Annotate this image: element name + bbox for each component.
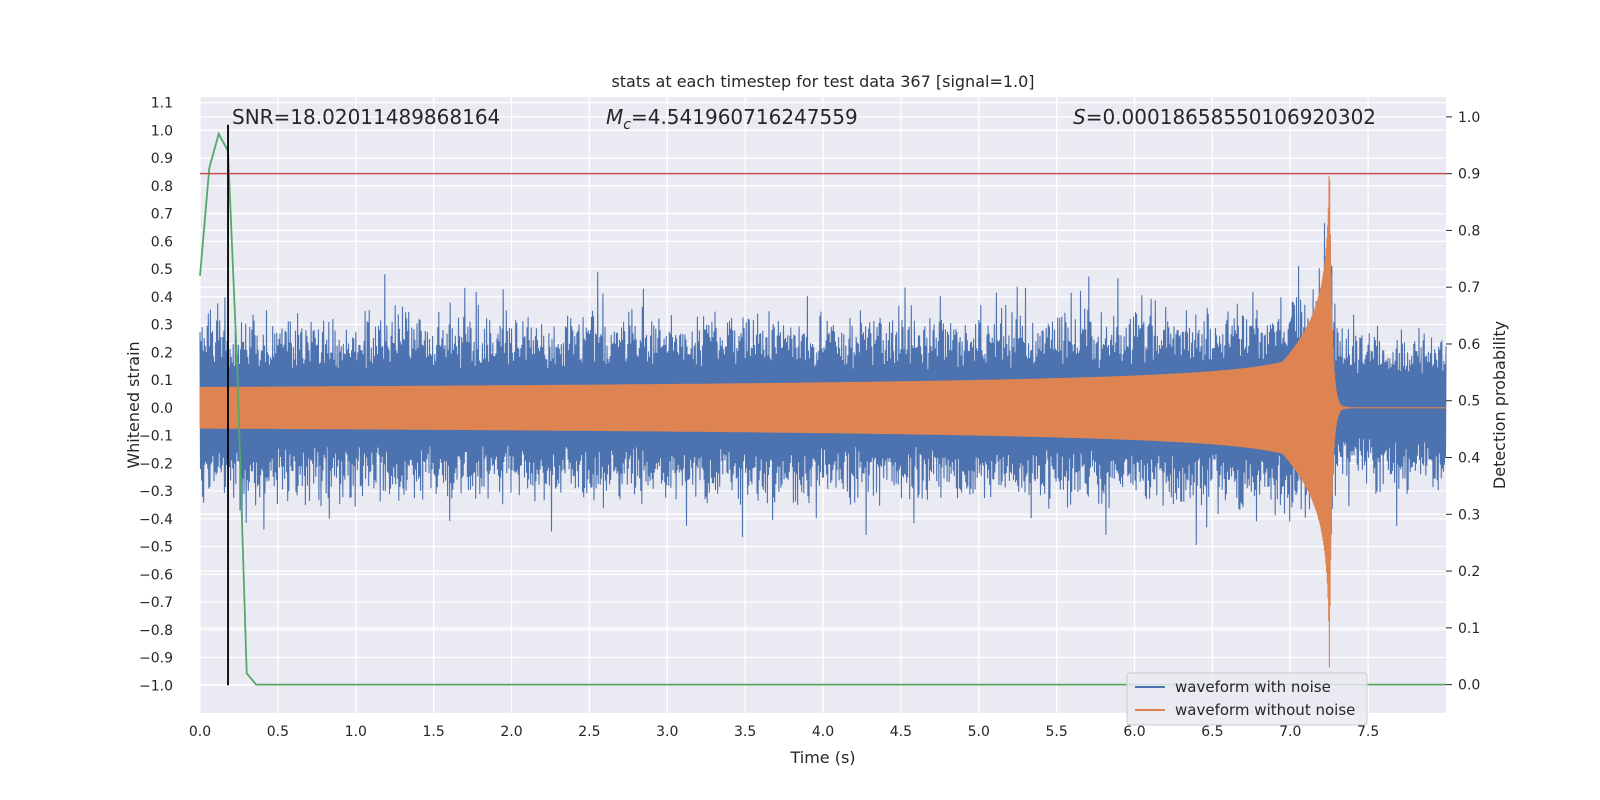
x-tick-label: 5.5 — [1045, 724, 1067, 740]
x-tick-label: 4.0 — [812, 724, 834, 740]
series-waveform-with-noise — [199, 223, 1447, 585]
y-tick-label-left: −0.4 — [139, 512, 173, 528]
y-tick-label-right: 0.5 — [1458, 394, 1480, 410]
x-axis-label: Time (s) — [789, 748, 855, 767]
x-tick-label: 4.5 — [890, 724, 912, 740]
x-tick-label: 5.0 — [968, 724, 990, 740]
y-tick-label-left: 0.4 — [151, 290, 173, 306]
y-tick-label-left: −0.6 — [139, 567, 173, 583]
x-tick-label: 3.5 — [734, 724, 756, 740]
x-tick-label: 3.0 — [656, 724, 678, 740]
y-tick-label-right: 0.2 — [1458, 564, 1480, 580]
y-tick-label-right: 0.0 — [1458, 678, 1480, 694]
detection-probability-line — [199, 131, 1446, 686]
x-tick-label: 1.5 — [422, 724, 444, 740]
y-tick-label-left: 0.8 — [151, 179, 173, 195]
y-tick-label-left: −0.5 — [139, 540, 173, 556]
s-symbol: S — [1073, 105, 1086, 129]
waveform-with-noise-line — [199, 223, 1447, 585]
waveform-without-noise-line — [199, 176, 1446, 668]
annotation-snr: SNR=18.02011489868164 — [232, 105, 500, 129]
y-tick-label-right: 0.1 — [1458, 621, 1480, 637]
y-tick-label-right: 0.8 — [1458, 223, 1480, 239]
x-tick-label: 1.0 — [345, 724, 367, 740]
x-tick-label: 7.5 — [1357, 724, 1379, 740]
chart-title: stats at each timestep for test data 367… — [611, 72, 1034, 91]
y-tick-label-left: 0.1 — [151, 373, 173, 389]
y-tick-label-right: 0.7 — [1458, 280, 1480, 296]
x-tick-label: 0.5 — [267, 724, 289, 740]
annotation-chirp-mass: Mc=4.541960716247559 — [606, 105, 858, 133]
mc-symbol: M — [606, 105, 623, 129]
x-tick-label: 7.0 — [1279, 724, 1301, 740]
x-tick-label: 0.0 — [189, 724, 211, 740]
x-tick-label: 2.0 — [500, 724, 522, 740]
x-tick-label: 2.5 — [578, 724, 600, 740]
y-tick-label-left: −0.1 — [139, 429, 173, 445]
y-tick-label-left: −1.0 — [139, 678, 173, 694]
y-tick-label-right: 0.9 — [1458, 167, 1480, 183]
x-tick-label: 6.0 — [1123, 724, 1145, 740]
mc-value: =4.541960716247559 — [631, 105, 858, 129]
y-axis-label-left: Whitened strain — [124, 341, 143, 468]
y-tick-label-left: 0.9 — [151, 151, 173, 167]
annotation-s: S=0.00018658550106920302 — [1073, 105, 1376, 129]
y-tick-label-left: 0.7 — [151, 207, 173, 223]
y-tick-label-left: 0.5 — [151, 262, 173, 278]
y-tick-label-left: 0.3 — [151, 318, 173, 334]
y-tick-label-left: −0.9 — [139, 651, 173, 667]
y-tick-label-right: 1.0 — [1458, 110, 1480, 126]
legend: waveform with noise waveform without noi… — [1126, 672, 1368, 726]
s-value: =0.00018658550106920302 — [1086, 105, 1376, 129]
y-tick-label-right: 0.4 — [1458, 451, 1480, 467]
x-tick-label: 6.5 — [1201, 724, 1223, 740]
y-tick-label-left: −0.3 — [139, 484, 173, 500]
axis-ticks: 0.0 0.5 1.0 1.5 2.0 2.5 3.0 3.5 4.0 4.5 5.0 5.5 6.0 6… — [139, 96, 1480, 740]
y-tick-label-left: −0.2 — [139, 456, 173, 472]
y-tick-label-left: 0.2 — [151, 345, 173, 361]
y-tick-label-left: 0.6 — [151, 234, 173, 250]
y-axis-label-right: Detection probability — [1490, 321, 1509, 489]
series-detection-probability — [199, 124, 1446, 686]
legend-entry-noise: waveform with noise — [1175, 678, 1331, 696]
y-tick-label-left: −0.7 — [139, 595, 173, 611]
legend-box — [1126, 672, 1368, 726]
series-waveform-without-noise — [199, 176, 1446, 668]
y-tick-label-left: 1.1 — [151, 96, 173, 112]
mc-subscript: c — [623, 117, 631, 133]
legend-entry-clean: waveform without noise — [1175, 701, 1355, 719]
y-tick-label-right: 0.3 — [1458, 507, 1480, 523]
y-tick-label-left: 0.0 — [151, 401, 173, 417]
y-tick-label-left: 1.0 — [151, 123, 173, 139]
y-tick-label-left: −0.8 — [139, 623, 173, 639]
y-tick-label-right: 0.6 — [1458, 337, 1480, 353]
